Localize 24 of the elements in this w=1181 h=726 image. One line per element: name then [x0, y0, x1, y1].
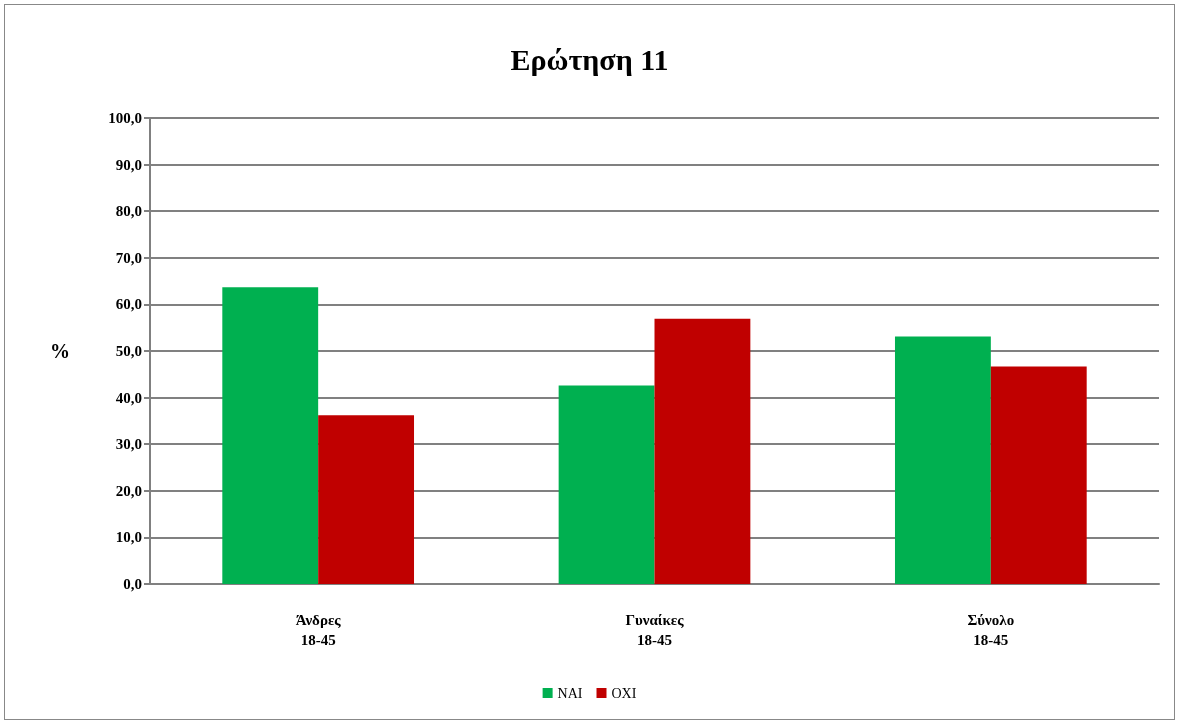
bar — [558, 385, 655, 584]
y-tick-label: 10,0 — [115, 529, 142, 546]
y-tick-label: 90,0 — [115, 156, 142, 173]
y-tick-label: 50,0 — [115, 343, 142, 359]
x-tick-label: Άνδρες 18-45 — [295, 612, 342, 648]
legend-label: ΟΧΙ — [611, 685, 637, 701]
y-tick-label: 100,0 — [108, 110, 142, 126]
legend-label: ΝΑΙ — [557, 685, 583, 701]
y-tick-label: 30,0 — [115, 436, 142, 453]
bar — [894, 336, 991, 584]
x-tick-label: Σύνολο 18-45 — [967, 612, 1015, 648]
y-tick-label: 60,0 — [115, 296, 142, 313]
y-tick-label: 0,0 — [123, 576, 142, 592]
y-tick-label: 80,0 — [115, 203, 142, 220]
y-tick-label: 20,0 — [115, 482, 142, 499]
y-tick-label: 40,0 — [115, 389, 142, 406]
y-tick-label: 70,0 — [115, 249, 142, 266]
chart-title: Ερώτηση 11 — [510, 42, 669, 76]
bar — [654, 318, 751, 584]
y-axis-title: % — [50, 340, 70, 362]
bar — [318, 415, 415, 584]
bar — [222, 287, 319, 584]
bar — [990, 366, 1087, 584]
x-tick-label: Γυναίκες 18-45 — [625, 612, 685, 648]
